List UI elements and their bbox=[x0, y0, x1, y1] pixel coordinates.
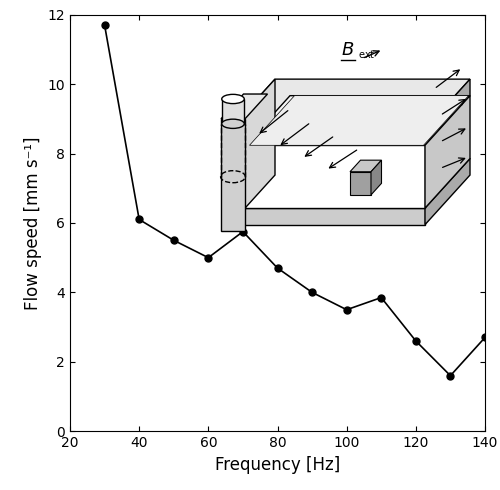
Polygon shape bbox=[245, 159, 470, 208]
Polygon shape bbox=[425, 159, 470, 224]
Polygon shape bbox=[221, 119, 245, 231]
Polygon shape bbox=[230, 79, 275, 224]
Y-axis label: Flow speed [mm s⁻¹]: Flow speed [mm s⁻¹] bbox=[24, 136, 42, 310]
Polygon shape bbox=[221, 94, 268, 119]
Polygon shape bbox=[230, 79, 470, 129]
Bar bbox=[222, 99, 244, 124]
Polygon shape bbox=[230, 159, 470, 208]
Polygon shape bbox=[350, 160, 382, 172]
X-axis label: Frequency [Hz]: Frequency [Hz] bbox=[215, 456, 340, 474]
Polygon shape bbox=[250, 96, 468, 145]
Text: $_{\mathrm{ext}}$: $_{\mathrm{ext}}$ bbox=[358, 47, 375, 61]
Polygon shape bbox=[230, 208, 425, 224]
Polygon shape bbox=[371, 160, 382, 195]
Polygon shape bbox=[245, 96, 470, 145]
Text: $\mathbf{\mathit{B}}$: $\mathbf{\mathit{B}}$ bbox=[341, 41, 354, 59]
Polygon shape bbox=[350, 172, 371, 195]
Polygon shape bbox=[230, 129, 425, 145]
Ellipse shape bbox=[222, 95, 244, 103]
Polygon shape bbox=[425, 79, 470, 145]
Ellipse shape bbox=[222, 119, 244, 128]
Polygon shape bbox=[425, 96, 470, 208]
Polygon shape bbox=[245, 145, 425, 208]
